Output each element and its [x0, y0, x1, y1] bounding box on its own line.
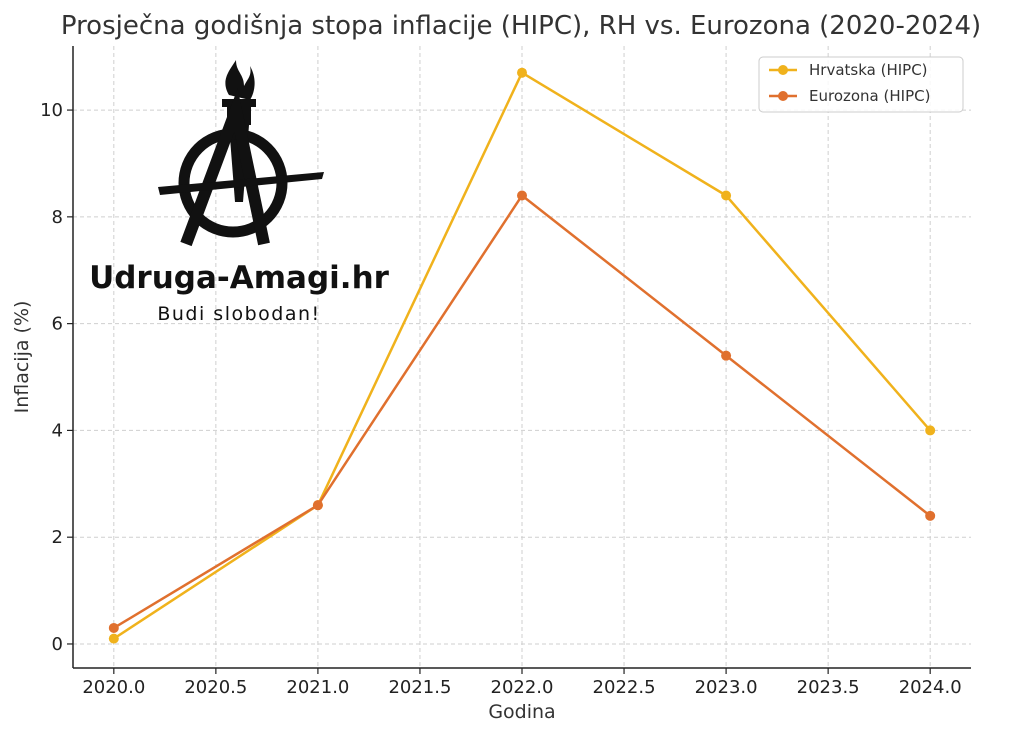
- watermark-site-name: Udruga-Amagi.hr: [89, 260, 390, 296]
- y-tick-label: 0: [52, 634, 63, 655]
- y-axis-label: Inflacija (%): [11, 301, 33, 414]
- x-tick-label: 2024.0: [899, 677, 962, 698]
- data-point: [721, 190, 732, 201]
- y-tick-label: 8: [52, 207, 63, 228]
- data-point: [108, 633, 119, 644]
- x-ticks: 2020.0 2020.5 2021.0 2021.5 2022.0 2022.5 2023…: [82, 668, 962, 698]
- watermark-slogan: Budi slobodan!: [157, 303, 320, 325]
- y-tick-label: 6: [52, 314, 63, 335]
- x-tick-label: 2023.0: [695, 677, 758, 698]
- legend: Hrvatska (HIPC) Eurozona (HIPC): [758, 56, 964, 113]
- series-layer: [108, 67, 936, 644]
- series-2: [108, 190, 936, 633]
- torch-anarchy-logo-icon: [158, 60, 324, 247]
- legend-swatch-marker: [778, 65, 788, 75]
- data-point: [517, 67, 527, 78]
- legend-label: Eurozona (HIPC): [809, 87, 930, 105]
- y-tick-label: 2: [52, 527, 63, 548]
- x-tick-label: 2022.5: [593, 677, 656, 698]
- data-point: [312, 500, 323, 511]
- data-point: [925, 425, 936, 436]
- legend-box: [758, 56, 964, 113]
- legend-label: Hrvatska (HIPC): [809, 61, 928, 79]
- x-tick-label: 2020.0: [82, 677, 145, 698]
- x-axis-label: Godina: [488, 701, 555, 723]
- grid: [73, 46, 971, 668]
- data-point: [925, 510, 936, 521]
- y-ticks: 0 2 4 6 8 10: [40, 100, 73, 655]
- x-tick-label: 2021.0: [286, 677, 349, 698]
- y-tick-label: 4: [52, 420, 63, 441]
- y-tick-label: 10: [40, 100, 63, 121]
- chart-title: Prosječna godišnja stopa inflacije (HIPC…: [61, 11, 981, 41]
- x-tick-label: 2021.5: [388, 677, 451, 698]
- x-tick-label: 2020.5: [184, 677, 247, 698]
- legend-swatch-marker: [778, 91, 788, 101]
- data-point: [517, 190, 527, 201]
- x-tick-label: 2022.0: [491, 677, 554, 698]
- x-tick-label: 2023.5: [797, 677, 860, 698]
- data-point: [108, 622, 119, 633]
- data-point: [721, 350, 732, 361]
